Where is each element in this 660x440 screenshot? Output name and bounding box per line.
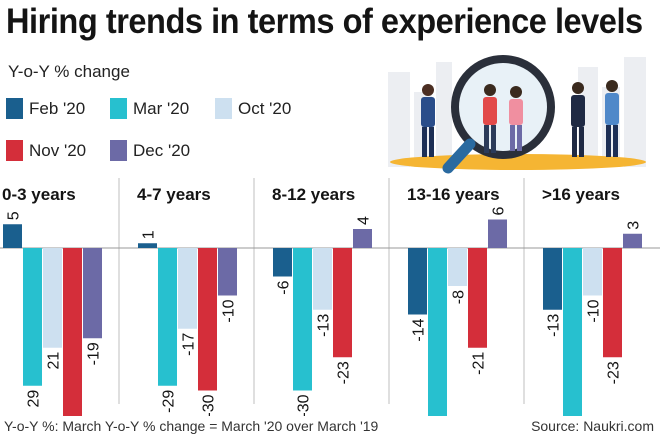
bar-4-7-years-feb-20 [138, 243, 157, 248]
person-man-right [571, 82, 585, 157]
category-label-8-12-years: 8-12 years [272, 185, 355, 204]
legend-label-feb: Feb '20 [29, 98, 86, 118]
data-label-13-16-years-feb-20: -14 [411, 318, 428, 341]
data-label-16-years-oct-20: -10 [586, 299, 603, 322]
data-label-4-7-years-oct-20: -17 [181, 333, 198, 356]
data-label-8-12-years-oct-20: -13 [316, 314, 333, 337]
data-label-16-years-nov-20: -23 [606, 361, 623, 384]
category-label-0-3-years: 0-3 years [2, 185, 76, 204]
bar-8-12-years-oct-20 [313, 248, 332, 310]
data-label-4-7-years-feb-20: 1 [141, 230, 158, 239]
data-label-16-years-feb-20: -13 [546, 314, 563, 337]
bar-8-12-years-nov-20 [333, 248, 352, 358]
bar-16-years-oct-20 [583, 248, 602, 296]
legend-item-feb: Feb '20 [6, 98, 85, 119]
data-label-4-7-years-nov-20: -30 [201, 394, 218, 416]
data-label-0-3-years-oct-20: 21 [46, 352, 63, 370]
bar-4-7-years-mar-20 [158, 248, 177, 386]
bar-16-years-mar-20 [563, 248, 582, 416]
footnote: Y-o-Y %: March Y-o-Y % change = March '2… [4, 418, 379, 434]
data-label-0-3-years-mar-20: 29 [26, 390, 43, 408]
legend-label-dec: Dec '20 [133, 140, 191, 160]
data-label-16-years-dec-20: 3 [626, 221, 643, 230]
person-inside-lens-right [509, 86, 523, 151]
legend-swatch-dec [110, 140, 127, 161]
person-woman-left [421, 84, 435, 157]
legend-label-oct: Oct '20 [238, 98, 292, 118]
bar-13-16-years-nov-20 [468, 248, 487, 348]
legend-item-dec: Dec '20 [110, 140, 190, 161]
bar-4-7-years-nov-20 [198, 248, 217, 391]
bar-16-years-nov-20 [603, 248, 622, 358]
bar-8-12-years-dec-20 [353, 229, 372, 248]
bar-13-16-years-feb-20 [408, 248, 427, 315]
hiring-illustration [388, 55, 646, 174]
data-label-0-3-years-feb-20: 5 [6, 211, 23, 220]
legend-swatch-feb [6, 98, 23, 119]
bar-13-16-years-dec-20 [488, 219, 507, 248]
data-label-8-12-years-feb-20: -6 [276, 280, 293, 294]
legend-item-oct: Oct '20 [215, 98, 291, 119]
bar-4-7-years-dec-20 [218, 248, 237, 296]
data-label-8-12-years-dec-20: 4 [356, 216, 373, 225]
source-note: Source: Naukri.com [531, 418, 654, 434]
bar-0-3-years-feb-20 [3, 224, 22, 248]
legend-label-mar: Mar '20 [133, 98, 190, 118]
chart-subtitle: Y-o-Y % change [8, 62, 130, 81]
bar-0-3-years-nov-20 [63, 248, 82, 416]
data-label-13-16-years-nov-20: -21 [471, 352, 488, 375]
legend-item-mar: Mar '20 [110, 98, 189, 119]
data-label-8-12-years-nov-20: -23 [336, 361, 353, 384]
chart-title: Hiring trends in terms of experience lev… [6, 2, 643, 41]
category-label-13-16-years: 13-16 years [407, 185, 500, 204]
category-label-16-years: >16 years [542, 185, 620, 204]
data-label-13-16-years-oct-20: -8 [451, 290, 468, 304]
legend-swatch-nov [6, 140, 23, 161]
data-label-13-16-years-dec-20: 6 [491, 207, 508, 216]
data-label-4-7-years-mar-20: -29 [161, 390, 178, 413]
bar-16-years-dec-20 [623, 233, 642, 248]
bar-13-16-years-mar-20 [428, 248, 447, 416]
data-label-0-3-years-dec-20: -19 [86, 342, 103, 365]
bar-0-3-years-dec-20 [83, 248, 102, 339]
data-label-8-12-years-mar-20: -30 [296, 394, 313, 416]
bar-0-3-years-mar-20 [23, 248, 42, 386]
legend-swatch-mar [110, 98, 127, 119]
bar-8-12-years-feb-20 [273, 248, 292, 277]
magnifier-icon [442, 55, 555, 174]
bar-chart: 0-3 years 5 29 21 3 6 -19 4-7 years 1 -29 -17 -30 -1… [0, 178, 660, 416]
bar-13-16-years-oct-20 [448, 248, 467, 286]
category-label-4-7-years: 4-7 years [137, 185, 211, 204]
bar-0-3-years-oct-20 [43, 248, 62, 348]
data-label-4-7-years-dec-20: -10 [221, 299, 238, 322]
bar-4-7-years-oct-20 [178, 248, 197, 329]
person-man-far-right [605, 80, 619, 157]
legend-item-nov: Nov '20 [6, 140, 86, 161]
bar-8-12-years-mar-20 [293, 248, 312, 391]
legend-swatch-oct [215, 98, 232, 119]
legend-label-nov: Nov '20 [29, 140, 87, 160]
bar-16-years-feb-20 [543, 248, 562, 310]
person-inside-lens-left [483, 84, 497, 153]
